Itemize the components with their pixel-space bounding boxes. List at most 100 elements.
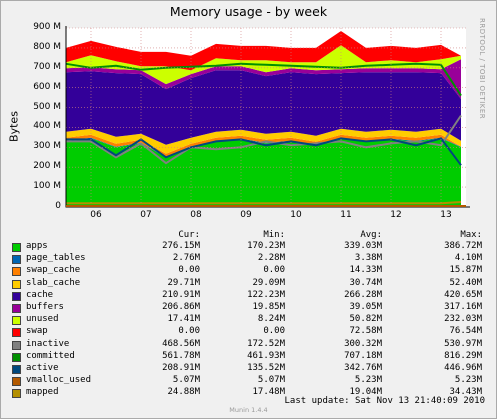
legend-avg-value: 14.33M [349, 265, 382, 276]
legend-series-name: mapped [26, 387, 59, 398]
legend-swatch [12, 243, 21, 252]
legend-swatch [12, 316, 21, 326]
legend-cur-value: 276.15M [162, 241, 200, 251]
legend-series-name: apps [26, 241, 48, 251]
legend-max-value: 232.03M [444, 314, 482, 325]
area-apps [66, 138, 461, 207]
legend-swatch [12, 389, 21, 399]
x-tick-label: 07 [140, 210, 152, 220]
x-tick-label: 13 [440, 210, 452, 220]
legend-series-name: inactive [26, 338, 70, 349]
legend-row: unused 17.41M 8.24M 50.82M 232.03M [10, 314, 490, 326]
legend-min-value: 8.24M [257, 314, 285, 325]
legend-max-value: 816.29M [444, 350, 482, 361]
legend-cur-value: 0.00 [178, 326, 200, 337]
area-cache [66, 70, 461, 145]
legend-max-value: 5.23M [454, 375, 482, 386]
legend-cur-value: 468.56M [162, 338, 200, 349]
legend-cur-value: 208.91M [162, 363, 200, 373]
legend-swatch [12, 377, 21, 387]
legend-avg-value: 30.74M [349, 277, 382, 288]
legend-row: slab_cache 29.71M 29.09M 30.74M 52.40M [10, 278, 490, 290]
line-inactive [66, 114, 462, 165]
munin-version: Munin 1.4.4 [229, 406, 268, 414]
legend-avg-value: 50.82M [349, 314, 382, 325]
legend-cur-value: 561.78M [162, 350, 200, 361]
x-tick-label: 10 [290, 210, 302, 220]
legend-min-value: 461.93M [247, 350, 285, 361]
legend-cur-value: 5.07M [172, 375, 200, 386]
line-committed [65, 62, 462, 97]
legend-cur-value: 210.91M [162, 289, 200, 300]
legend-swatch [12, 279, 21, 289]
legend-swatch [12, 267, 21, 277]
col-cur: Cur: [178, 230, 200, 240]
legend-row: committed 561.78M 461.93M 707.18M 816.29M [10, 351, 490, 363]
legend-min-value: 29.09M [252, 277, 285, 288]
legend-row: swap_cache 0.00 0.00 14.33M 15.87M [10, 265, 490, 277]
legend-row: active 208.91M 135.52M 342.76M 446.96M [10, 363, 490, 375]
legend-cur-value: 0.00 [178, 265, 200, 276]
legend-avg-value: 3.38M [354, 253, 382, 264]
legend-cur-value: 206.86M [162, 302, 200, 312]
legend-swatch [12, 255, 21, 265]
legend-max-value: 15.87M [449, 265, 482, 276]
x-tick-label: 08 [190, 210, 202, 220]
legend-series-name: committed [26, 350, 75, 361]
area-buffers [66, 59, 461, 99]
legend-max-value: 446.96M [444, 363, 482, 373]
y-tick-label: 100 M [33, 181, 61, 192]
legend-avg-value: 266.28M [344, 289, 382, 300]
legend-avg-value: 5.23M [354, 375, 382, 386]
legend-series-name: unused [26, 314, 59, 325]
legend-avg-value: 342.76M [344, 363, 382, 373]
legend-series-name: swap_cache [26, 265, 81, 276]
col-avg: Avg: [360, 230, 382, 240]
x-tick-label: 06 [90, 210, 102, 220]
legend-max-value: 530.97M [444, 338, 482, 349]
legend-series-name: slab_cache [26, 277, 81, 288]
legend-swatch [12, 291, 21, 301]
area-slab_cache [66, 128, 461, 154]
legend-cur-value: 2.76M [172, 253, 200, 264]
legend-min-value: 135.52M [247, 363, 285, 373]
legend-series-name: page_tables [26, 253, 86, 264]
legend-row: inactive 468.56M 172.52M 300.32M 530.97M [10, 339, 490, 351]
legend-swatch [12, 352, 21, 362]
col-min: Min: [263, 230, 285, 240]
legend-avg-value: 19.04M [349, 387, 382, 398]
legend-row: mapped 24.88M 17.48M 19.04M 34.43M [10, 387, 490, 399]
legend-row: swap 0.00 0.00 72.58M 76.54M [10, 326, 490, 338]
y-tick-label: 600 M [33, 81, 61, 92]
legend-max-value: 386.72M [444, 241, 482, 251]
legend-max-value: 34.43M [449, 387, 482, 398]
legend-cur-value: 29.71M [167, 277, 200, 288]
legend-min-value: 5.07M [257, 375, 285, 386]
legend-swatch [12, 340, 21, 350]
legend-min-value: 122.23M [247, 289, 285, 300]
legend-cur-value: 24.88M [167, 387, 200, 398]
y-tick-label: 200 M [33, 161, 61, 172]
legend-min-value: 0.00 [263, 326, 285, 337]
legend-series-name: vmalloc_used [26, 375, 92, 386]
legend-max-value: 76.54M [449, 326, 482, 337]
legend-row: cache 210.91M 122.23M 266.28M 420.65M [10, 290, 490, 302]
legend-series-name: swap [26, 326, 48, 337]
vmalloc-baseline [66, 205, 466, 207]
line-mapped [66, 201, 462, 205]
legend-avg-value: 300.32M [344, 338, 382, 349]
rrdtool-credit: RRDTOOL / TOBI OETIKER [478, 18, 486, 120]
legend-series-name: buffers [26, 302, 64, 312]
y-tick-label: 300 M [33, 141, 61, 152]
legend-avg-value: 707.18M [344, 350, 382, 361]
y-tick-label: 700 M [33, 61, 61, 72]
last-update: Last update: Sat Nov 13 21:40:09 2010 [284, 396, 485, 406]
legend-avg-value: 339.03M [344, 241, 382, 251]
legend-max-value: 52.40M [449, 277, 482, 288]
legend-row: page_tables 2.76M 2.28M 3.38M 4.10M [10, 253, 490, 265]
y-tick-label: 800 M [33, 41, 61, 52]
y-tick-label: 400 M [33, 121, 61, 132]
x-tick-label: 12 [390, 210, 402, 220]
chart-plot [65, 26, 470, 208]
legend-row: apps 276.15M 170.23M 339.03M 386.72M [10, 241, 490, 253]
